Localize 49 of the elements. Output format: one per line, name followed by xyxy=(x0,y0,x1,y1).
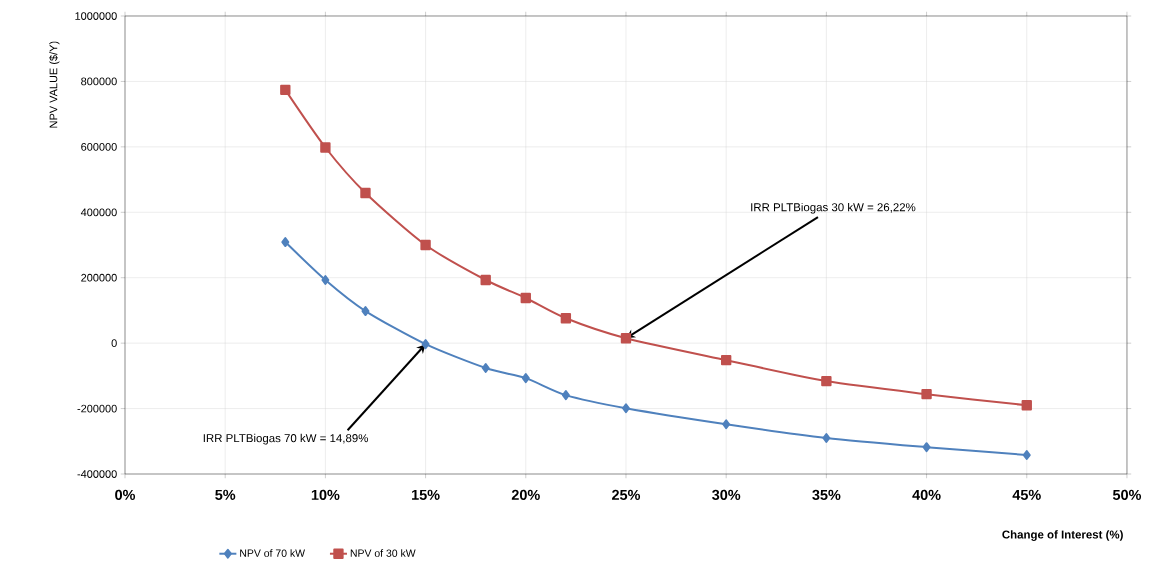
x-tick-label: 50% xyxy=(1112,489,1142,500)
x-tick-label: 20% xyxy=(511,489,540,500)
point xyxy=(621,403,630,414)
x-tick-label: 25% xyxy=(612,489,641,500)
x-tick-label: 45% xyxy=(1012,489,1041,500)
x-tick-label: 30% xyxy=(712,489,741,501)
y-axis-title: NPV VALUE ($/Y) xyxy=(49,41,60,128)
point xyxy=(320,142,331,153)
y-tick-label: 1000000 xyxy=(75,12,117,20)
point xyxy=(620,333,632,344)
x-tick-label: 5% xyxy=(215,489,236,500)
point xyxy=(722,419,731,430)
point xyxy=(1022,450,1031,461)
point xyxy=(560,313,572,324)
annotation: IRR PLTBiogas 30 kW = 26,22% xyxy=(751,202,916,214)
annotation: IRR PLTBiogas 70 kW = 14,89% xyxy=(203,433,368,445)
point xyxy=(280,84,291,96)
x-axis-title: Change of Interest (%) xyxy=(1002,530,1123,541)
point xyxy=(421,339,430,350)
point xyxy=(822,433,831,443)
y-tick-label: 400000 xyxy=(80,208,117,217)
x-tick-label: 15% xyxy=(412,489,440,500)
point xyxy=(1021,400,1032,411)
point xyxy=(821,375,832,387)
y-tick-label: -200000 xyxy=(77,404,117,413)
point xyxy=(720,354,732,366)
point xyxy=(520,292,531,304)
x-tick-label: 0% xyxy=(115,489,136,500)
point xyxy=(561,390,570,401)
x-tick-label: 35% xyxy=(812,489,841,501)
x-tick-label: 40% xyxy=(912,489,941,500)
legend-label: NPV of 70 kW xyxy=(240,549,305,557)
point xyxy=(922,442,931,453)
legend-label: NPV of 30 kW xyxy=(350,549,416,557)
point xyxy=(480,274,491,286)
point xyxy=(281,237,290,248)
y-tick-label: 800000 xyxy=(81,77,117,86)
y-tick-label: 200000 xyxy=(81,273,117,282)
point xyxy=(481,363,490,373)
y-tick-label: 0 xyxy=(111,339,117,348)
point xyxy=(361,306,370,317)
point xyxy=(420,239,431,251)
point xyxy=(521,373,530,384)
point xyxy=(360,187,371,199)
x-tick-label: 10% xyxy=(311,489,340,500)
y-tick-label: 600000 xyxy=(81,142,117,151)
point xyxy=(921,388,932,400)
y-tick-label: -400000 xyxy=(77,470,117,478)
point xyxy=(321,275,330,285)
